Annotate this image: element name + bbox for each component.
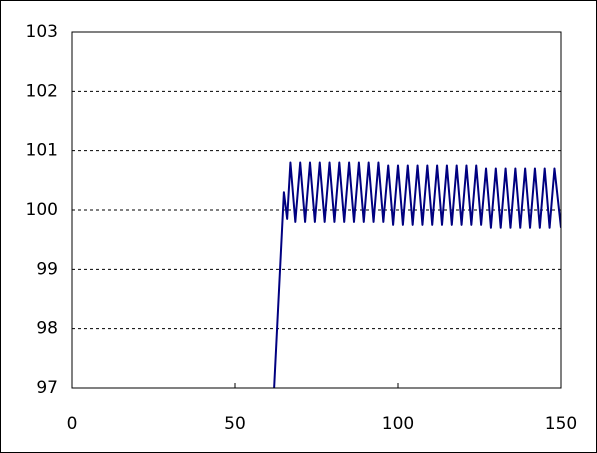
x-tick-label: 50 <box>224 414 246 434</box>
plot-frame <box>71 31 562 389</box>
x-tick-label: 100 <box>382 414 414 434</box>
y-tick-label: 99 <box>36 259 58 279</box>
y-tick-label: 102 <box>26 81 58 101</box>
y-tick-label: 103 <box>26 22 58 42</box>
x-tick-label: 0 <box>67 414 78 434</box>
x-tick-label: 150 <box>545 414 577 434</box>
y-tick-label: 100 <box>26 200 58 220</box>
y-tick-label: 97 <box>36 378 58 398</box>
y-tick-label: 98 <box>36 319 58 339</box>
data-line <box>273 161 561 388</box>
y-tick-label: 101 <box>26 141 58 161</box>
